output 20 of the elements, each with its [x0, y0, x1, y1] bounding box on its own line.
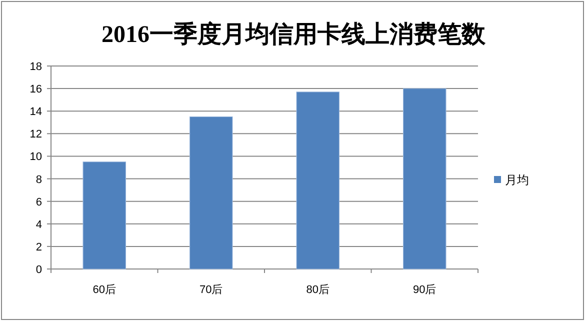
x-tick-label: 70后 — [200, 283, 223, 296]
y-tick-label: 18 — [30, 61, 42, 73]
y-tick-label: 6 — [36, 196, 42, 208]
x-tick-label: 90后 — [413, 283, 436, 296]
y-tick-label: 8 — [36, 174, 42, 186]
chart-title: 2016一季度月均信用卡线上消费笔数 — [102, 21, 486, 48]
y-tick-label: 0 — [36, 264, 42, 276]
y-tick-label: 4 — [36, 218, 42, 231]
y-tick-label: 14 — [30, 106, 42, 118]
bar — [402, 88, 446, 270]
bar — [296, 92, 340, 270]
y-tick-label: 16 — [30, 84, 42, 96]
y-tick-label: 12 — [30, 128, 42, 141]
bar — [82, 162, 126, 270]
y-tick-label: 2 — [36, 241, 42, 254]
y-tick-label: 10 — [30, 151, 42, 164]
x-tick-label: 80后 — [306, 283, 330, 296]
bar — [189, 116, 233, 270]
x-tick-label: 60后 — [92, 283, 116, 296]
legend-label: 月均 — [505, 173, 529, 187]
